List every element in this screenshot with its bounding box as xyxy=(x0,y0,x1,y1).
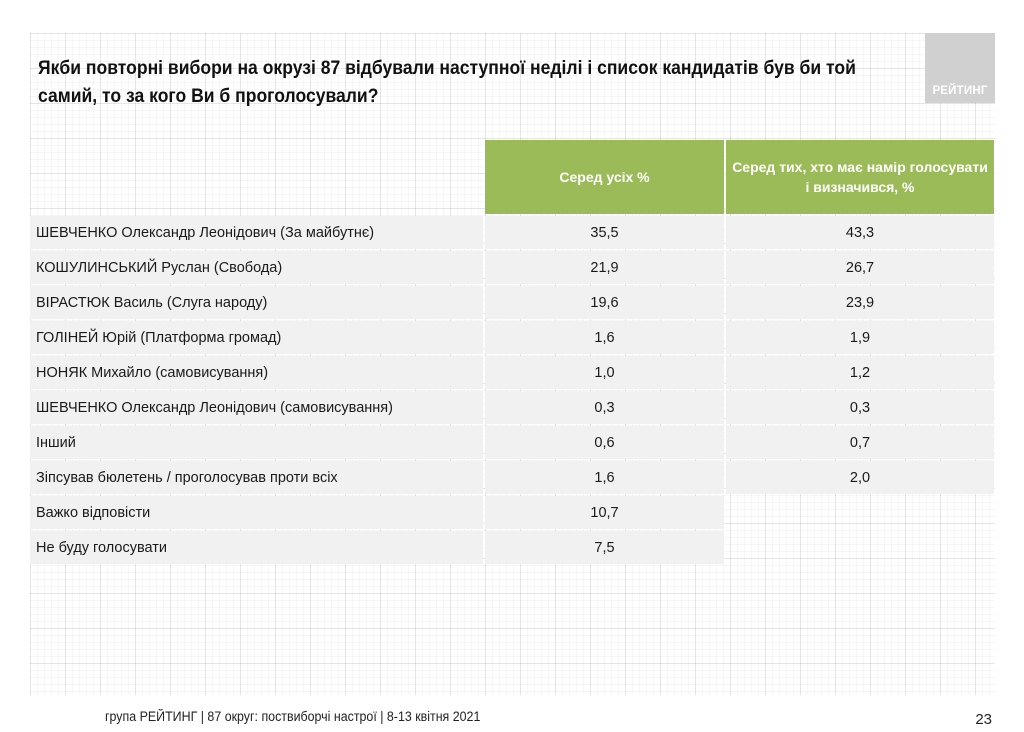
results-table: Серед усіх % Серед тих, хто має намір го… xyxy=(28,138,996,566)
row-label: Зіпсував бюлетень / проголосував проти в… xyxy=(30,461,483,494)
value-all: 1,0 xyxy=(485,356,724,389)
value-all: 0,3 xyxy=(485,391,724,424)
value-all: 7,5 xyxy=(485,531,724,564)
header-blank xyxy=(30,140,483,214)
value-all: 1,6 xyxy=(485,321,724,354)
row-label: Інший xyxy=(30,426,483,459)
table-row: ВІРАСТЮК Василь (Слуга народу) 19,6 23,9 xyxy=(30,286,994,319)
page-number: 23 xyxy=(975,711,992,728)
value-decided xyxy=(726,531,994,564)
value-decided: 0,3 xyxy=(726,391,994,424)
row-label: ШЕВЧЕНКО Олександр Леонідович (За майбут… xyxy=(30,216,483,249)
table-row: ШЕВЧЕНКО Олександр Леонідович (самовисув… xyxy=(30,391,994,424)
footer-text: група РЕЙТИНГ | 87 округ: поствиборчі на… xyxy=(105,709,481,724)
value-all: 10,7 xyxy=(485,496,724,529)
table-row: Важко відповісти 10,7 xyxy=(30,496,994,529)
slide-title: Якби повторні вибори на окрузі 87 відбув… xyxy=(38,57,856,107)
header-all: Серед усіх % xyxy=(485,140,724,214)
value-decided: 1,9 xyxy=(726,321,994,354)
value-all: 1,6 xyxy=(485,461,724,494)
value-decided: 2,0 xyxy=(726,461,994,494)
value-all: 19,6 xyxy=(485,286,724,319)
row-label: КОШУЛИНСЬКИЙ Руслан (Свобода) xyxy=(30,251,483,284)
header-decided: Серед тих, хто має намір голосувати і ви… xyxy=(726,140,994,214)
table-header-row: Серед усіх % Серед тих, хто має намір го… xyxy=(30,140,994,214)
rating-logo: РЕЙТИНГ xyxy=(925,33,995,103)
value-decided: 43,3 xyxy=(726,216,994,249)
table-row: ШЕВЧЕНКО Олександр Леонідович (За майбут… xyxy=(30,216,994,249)
value-all: 35,5 xyxy=(485,216,724,249)
value-decided: 0,7 xyxy=(726,426,994,459)
table-row: Інший 0,6 0,7 xyxy=(30,426,994,459)
row-label: НОНЯК Михайло (самовисування) xyxy=(30,356,483,389)
table-row: КОШУЛИНСЬКИЙ Руслан (Свобода) 21,9 26,7 xyxy=(30,251,994,284)
table-row: ГОЛІНЕЙ Юрій (Платформа громад) 1,6 1,9 xyxy=(30,321,994,354)
row-label: ГОЛІНЕЙ Юрій (Платформа громад) xyxy=(30,321,483,354)
value-decided: 26,7 xyxy=(726,251,994,284)
row-label: ШЕВЧЕНКО Олександр Леонідович (самовисув… xyxy=(30,391,483,424)
row-label: Важко відповісти xyxy=(30,496,483,529)
value-decided: 23,9 xyxy=(726,286,994,319)
table-row: Зіпсував бюлетень / проголосував проти в… xyxy=(30,461,994,494)
logo-text: РЕЙТИНГ xyxy=(932,85,988,97)
table-row: НОНЯК Михайло (самовисування) 1,0 1,2 xyxy=(30,356,994,389)
value-decided xyxy=(726,496,994,529)
value-all: 0,6 xyxy=(485,426,724,459)
value-decided: 1,2 xyxy=(726,356,994,389)
row-label: ВІРАСТЮК Василь (Слуга народу) xyxy=(30,286,483,319)
table-row: Не буду голосувати 7,5 xyxy=(30,531,994,564)
row-label: Не буду голосувати xyxy=(30,531,483,564)
value-all: 21,9 xyxy=(485,251,724,284)
